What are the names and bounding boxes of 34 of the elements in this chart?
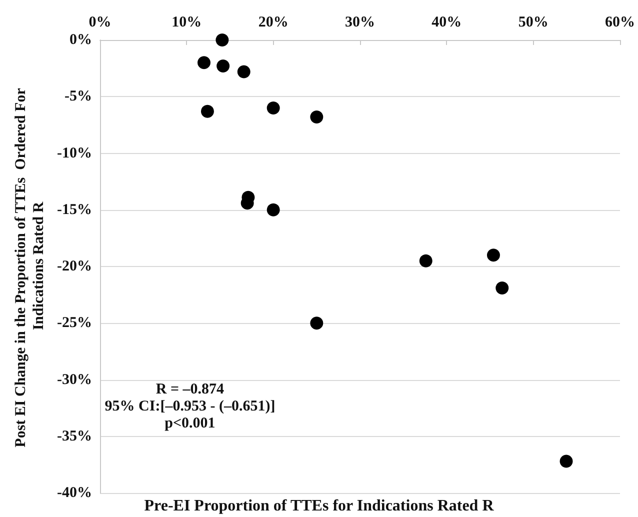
y-tick-label: -5%: [64, 88, 92, 105]
point: [496, 282, 509, 295]
annotation: R = –0.874: [156, 382, 225, 398]
x-tick-label: 50%: [518, 14, 548, 30]
y-tick-label: -20%: [57, 258, 92, 274]
x-axis-title: Pre-EI Proportion of TTEs for Indications Rated R: [144, 498, 494, 514]
x-tick-label: 0%: [88, 14, 112, 30]
y-axis-title: Post EI Change in the Proportion of TTEs Ordered For Indications Rated R: [13, 84, 47, 448]
y-tick-label: -10%: [57, 145, 92, 162]
y-tick-label: -35%: [57, 428, 92, 444]
y-tick-label: -40%: [57, 485, 92, 501]
annotation: 95% CI:[–0.953 - (–0.651)]: [104, 398, 276, 414]
point: [419, 254, 432, 268]
x-tick-label: 40%: [432, 14, 462, 30]
point: [216, 60, 230, 73]
annotation: p<0.001: [164, 416, 216, 432]
y-tick-label: 0%: [70, 32, 92, 48]
point: [237, 65, 250, 78]
point: [310, 316, 324, 330]
point: [198, 56, 210, 70]
x-tick-label: 20%: [258, 14, 288, 30]
point: [216, 34, 229, 46]
point: [266, 101, 280, 114]
point: [486, 248, 500, 262]
y-tick-label: -30%: [57, 372, 92, 388]
x-tick-label: 30%: [345, 14, 375, 30]
x-tick-label: 60%: [605, 14, 635, 30]
y-tick-label: -15%: [57, 202, 92, 218]
point: [310, 110, 324, 124]
point: [266, 203, 280, 216]
point: [200, 104, 214, 118]
point: [560, 454, 573, 468]
y-tick-label: -25%: [57, 315, 92, 332]
x-tick-label: 10%: [172, 14, 202, 30]
